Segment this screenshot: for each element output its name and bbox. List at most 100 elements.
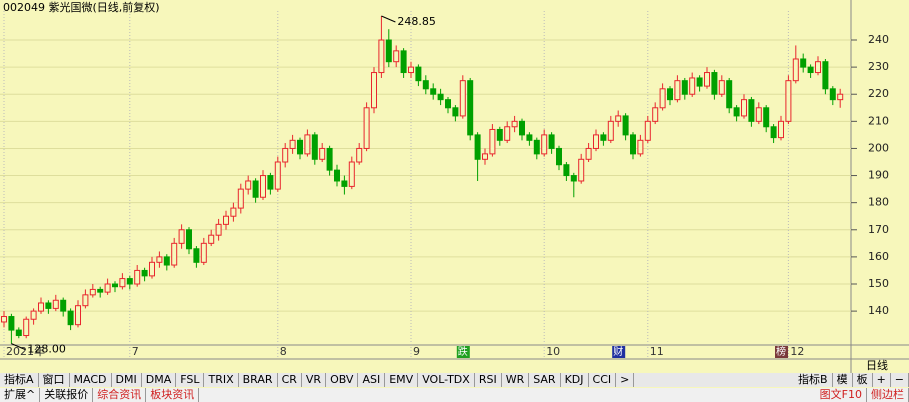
candle-body: [289, 139, 296, 149]
chart: 002049 紫光国微(日线,前复权) 140 150 160 170 180 190 20…: [0, 0, 909, 373]
tab[interactable]: VOL-TDX: [418, 373, 475, 387]
candle-body: [829, 88, 836, 101]
tab[interactable]: EMV: [385, 373, 419, 387]
tab[interactable]: 侧边栏: [867, 388, 909, 402]
candle-body: [311, 134, 318, 160]
tab[interactable]: WR: [502, 373, 530, 387]
candle-body: [178, 229, 185, 244]
tab[interactable]: +: [873, 373, 891, 387]
tab[interactable]: 关联报价: [40, 388, 94, 402]
candle-body: [607, 120, 614, 141]
candle-body: [215, 223, 222, 236]
candle-body: [45, 302, 52, 309]
candle-body: [674, 80, 681, 101]
tab[interactable]: >: [616, 373, 635, 387]
candle-body: [400, 50, 407, 74]
y-tick-label: 240: [868, 33, 889, 46]
candle-body: [104, 283, 111, 293]
candle-body: [141, 269, 148, 277]
event-marker: [775, 346, 788, 358]
candle-body: [193, 248, 200, 263]
tab[interactable]: DMA: [142, 373, 177, 387]
tab[interactable]: SAR: [529, 373, 561, 387]
tab[interactable]: OBV: [326, 373, 359, 387]
x-tick-label: 7: [132, 345, 139, 358]
candle-body: [785, 80, 792, 122]
candle-body: [452, 107, 459, 117]
candle-body: [474, 134, 481, 160]
candle-body: [237, 188, 244, 209]
candle-body: [223, 215, 229, 225]
candle-body: [245, 180, 252, 190]
annotation-arrow: [11, 343, 26, 351]
tab[interactable]: 板块资讯: [146, 388, 200, 402]
x-tick-label: 9: [413, 345, 420, 358]
tab[interactable]: DMI: [112, 373, 142, 387]
candle-body: [467, 80, 474, 136]
candle-body: [1, 316, 7, 323]
candle-body: [348, 161, 355, 187]
tab[interactable]: KDJ: [561, 373, 589, 387]
candle-body: [171, 242, 178, 266]
candle-body: [334, 169, 340, 182]
tab[interactable]: BRAR: [239, 373, 278, 387]
tab[interactable]: FSL: [176, 373, 205, 387]
high-label: 248.85: [397, 15, 436, 28]
candle-body: [297, 139, 303, 155]
tab[interactable]: 窗口: [39, 373, 70, 387]
tab[interactable]: −: [891, 373, 909, 387]
candle-body: [696, 77, 703, 87]
candle-body: [644, 120, 651, 141]
tab[interactable]: MACD: [70, 373, 112, 387]
tab[interactable]: ASI: [358, 373, 386, 387]
candle-body: [622, 115, 629, 136]
candle-body: [778, 120, 784, 139]
event-label: 榜: [776, 345, 786, 358]
tab[interactable]: VR: [302, 373, 327, 387]
tab[interactable]: 模: [833, 373, 853, 387]
candle-body: [563, 164, 570, 177]
bottom-tabs: 扩展^ 关联报价 综合资讯 板块资讯 图文F10 侧边栏: [0, 388, 909, 402]
candle-body: [60, 299, 67, 312]
candle-body: [718, 80, 725, 95]
candle-body: [548, 134, 555, 149]
candle-body: [541, 134, 548, 155]
candle-body: [378, 39, 385, 74]
candle-body: [496, 128, 503, 141]
candle-body: [38, 302, 44, 312]
candle-body: [504, 126, 511, 141]
candle-body: [356, 147, 363, 163]
candle-body: [711, 72, 718, 95]
candle-body: [156, 256, 163, 263]
tab[interactable]: 图文F10: [816, 388, 867, 402]
candle-body: [326, 147, 333, 171]
tab[interactable]: RSI: [475, 373, 502, 387]
tab[interactable]: 综合资讯: [93, 388, 147, 402]
candle-body: [533, 139, 540, 155]
tab[interactable]: CR: [278, 373, 302, 387]
candle-body: [837, 93, 844, 101]
candle-body: [807, 66, 814, 74]
tab[interactable]: TRIX: [204, 373, 239, 387]
tab[interactable]: 指标B: [794, 373, 833, 387]
tab[interactable]: 扩展^: [0, 388, 41, 402]
tab[interactable]: CCI: [589, 373, 617, 387]
x-tick-label: 11: [650, 345, 664, 358]
candle-body: [282, 147, 289, 163]
candle-body: [200, 242, 207, 263]
candle-body: [681, 80, 688, 95]
candle-body: [149, 261, 155, 277]
y-tick-label: 160: [868, 250, 889, 263]
event-marker: [456, 346, 470, 358]
tab[interactable]: 板: [853, 373, 873, 387]
candle-body: [482, 153, 488, 160]
tab[interactable]: 指标A: [0, 373, 39, 387]
candle-body: [815, 61, 821, 74]
candle-body: [260, 175, 266, 198]
chart-title: 002049 紫光国微(日线,前复权): [3, 0, 160, 14]
candle-body: [75, 305, 81, 326]
candle-body: [741, 99, 747, 117]
candle-body: [415, 66, 422, 82]
candle-body: [408, 66, 414, 74]
candle-body: [252, 180, 259, 198]
